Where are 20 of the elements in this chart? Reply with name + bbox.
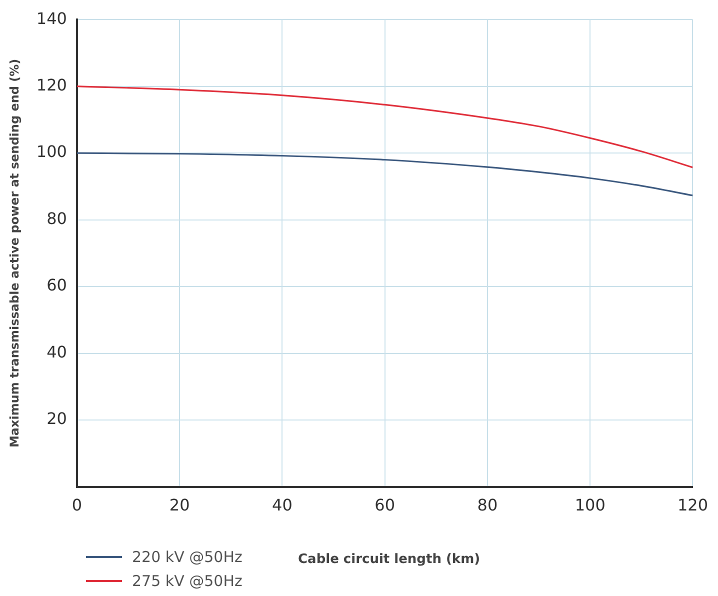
x-axis-title: Cable circuit length (km) [298,552,480,567]
x-tick-label: 120 [677,496,708,515]
y-tick-label: 80 [46,208,67,228]
x-tick-label: 0 [72,496,82,515]
x-tick-label: 20 [169,496,190,515]
y-tick-label: 100 [36,142,67,162]
x-tick-label: 100 [574,496,606,515]
y-tick-label: 120 [36,76,67,94]
y-tick-label: 140 [36,8,67,28]
legend-label: 275 kV @50Hz [132,572,242,590]
y-tick-label: 40 [46,342,67,362]
x-tick-label: 80 [477,496,498,515]
y-tick-label: 20 [46,409,67,428]
line-series [76,152,693,196]
x-tick-label: 40 [272,496,292,515]
line-series [76,86,693,168]
x-tick-label: 60 [374,496,396,515]
legend-label: 220 kV @50Hz [132,548,242,566]
y-tick-label: 60 [46,276,67,295]
y-axis-title: Maximum transmissable active power at sending end (%) [7,58,22,448]
